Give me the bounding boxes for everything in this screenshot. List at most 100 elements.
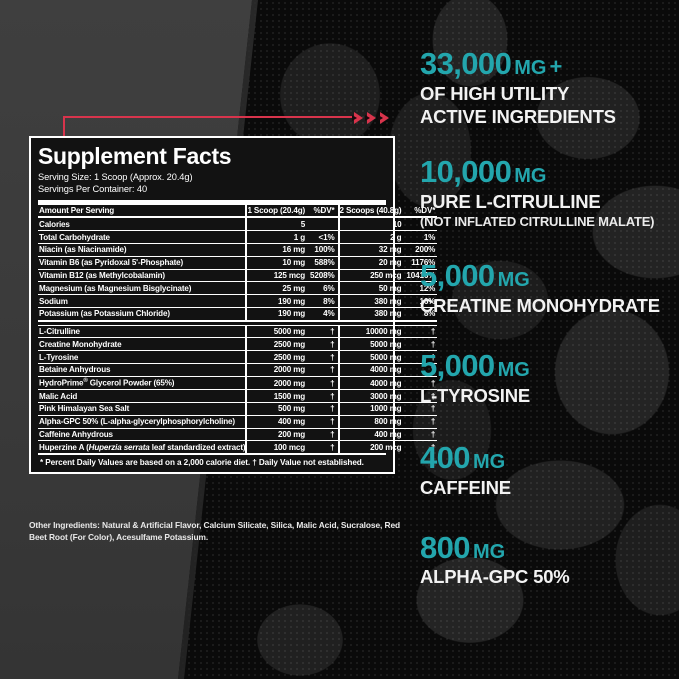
col2-amount: 5000 mg xyxy=(337,350,407,364)
col1-amount: 2000 mg xyxy=(245,375,311,390)
ingredient-name: L-Tyrosine xyxy=(38,350,247,364)
ingredient-name: Creatine Monohydrate xyxy=(38,337,247,351)
col1-dv: † xyxy=(310,324,339,338)
col2-dv: † xyxy=(406,350,438,364)
col1-dv: † xyxy=(310,363,339,377)
table-row: Vitamin B12 (as Methylcobalamin) 125 mcg 5… xyxy=(38,268,438,282)
callout-value-5: 800 xyxy=(420,529,471,565)
pointer-vertical-line xyxy=(63,116,65,142)
col1-amount: 5000 mg xyxy=(245,324,311,338)
col1-amount: 400 mg xyxy=(245,414,311,429)
col2-dv: 10416% xyxy=(406,268,438,282)
col1-dv: 4% xyxy=(310,306,339,321)
callout-amount-1: 10,000 MG xyxy=(420,154,672,190)
col1-amount: 1500 mg xyxy=(245,389,311,403)
col1-amount: 25 mg xyxy=(245,281,311,295)
col1-amount: 10 mg xyxy=(245,255,311,270)
ingredient-name: Niacin (as Niacinamide) xyxy=(38,243,247,257)
callout-active-ingredients: 33,000 MG + OF HIGH UTILITY ACTIVE INGREDI… xyxy=(420,46,672,128)
col2-amount: 10000 mg xyxy=(337,324,407,338)
col2-amount: 5000 mg xyxy=(337,337,407,351)
col2-dv: † xyxy=(406,375,438,390)
callout-line1-3: L-TYROSINE xyxy=(420,384,531,406)
table-row: Huperzine A (Huperzia serrata leaf stand… xyxy=(38,440,438,454)
col1-dv: 588% xyxy=(310,255,339,270)
callout-unit-1: MG xyxy=(514,165,547,188)
col1-dv: † xyxy=(310,402,339,416)
col1-dv: † xyxy=(310,350,339,364)
ingredient-name: Calories xyxy=(38,216,247,231)
table-row: Pink Himalayan Sea Salt 500 mg † 1000 mg † xyxy=(38,402,438,416)
col1-amount: 190 mg xyxy=(245,294,311,308)
callout-line1-4: CAFFEINE xyxy=(420,476,511,498)
divider-thick-top xyxy=(38,199,386,205)
col1-amount: 125 mcg xyxy=(245,268,311,282)
col2-dv: 8% xyxy=(406,306,438,321)
actives-section: L-Citrulline 5000 mg † 10000 mg † Creatine Mo… xyxy=(38,324,438,454)
callout-unit-3: MG xyxy=(497,358,530,381)
callout-l-citrulline: 10,000 MG PURE L-CITRULLINE (NOT INFLATED… xyxy=(420,154,672,229)
callout-line1-2: CREATINE MONOHYDRATE xyxy=(420,294,660,316)
ingredient-name: Magnesium (as Magnesium Bisglycinate) xyxy=(38,281,247,295)
col2-amount: 32 mg xyxy=(337,243,407,257)
header-amount-per-serving: Amount Per Serving xyxy=(38,204,247,219)
col1-amount: 2500 mg xyxy=(245,337,311,351)
ingredient-name: Vitamin B6 (as Pyridoxal 5'-Phosphate) xyxy=(38,255,247,270)
callout-value-4: 400 xyxy=(420,439,471,475)
col2-dv: 16% xyxy=(406,294,438,308)
red-pointer-line xyxy=(63,116,363,148)
supplement-facts-panel: Supplement Facts Serving Size: 1 Scoop (… xyxy=(29,136,438,475)
pointer-horizontal-line xyxy=(63,116,356,118)
col2-dv: † xyxy=(406,414,438,429)
col1-dv: 5208% xyxy=(310,268,339,282)
callout-amount-5: 800 MG xyxy=(420,529,672,566)
col1-dv: 8% xyxy=(310,294,339,308)
table-row: Niacin (as Niacinamide) 16 mg 100% 32 mg 200… xyxy=(38,243,438,257)
table-row: Vitamin B6 (as Pyridoxal 5'-Phosphate) 10… xyxy=(38,255,438,270)
ingredient-name: Total Carbohydrate xyxy=(38,230,247,244)
col1-dv: † xyxy=(310,375,339,390)
supplement-facts-title: Supplement Facts xyxy=(38,143,232,169)
col2-dv: 1% xyxy=(406,230,438,244)
table-row: Caffeine Anhydrous 200 mg † 400 mg † xyxy=(38,427,438,441)
callout-unit-4: MG xyxy=(472,450,506,473)
col1-dv: † xyxy=(310,389,339,403)
col2-amount: 50 mg xyxy=(337,281,407,295)
col1-dv: 6% xyxy=(310,281,339,295)
col1-amount: 500 mg xyxy=(245,402,311,416)
table-row: Calories 5 10 xyxy=(38,216,438,231)
table-row: Betaine Anhydrous 2000 mg † 4000 mg † xyxy=(38,363,438,377)
serving-size-text: Serving Size: 1 Scoop (Approx. 20.4g) xyxy=(38,172,193,183)
table-row: Potassium (as Potassium Chloride) 190 mg 4… xyxy=(38,306,438,321)
callout-unit-5: MG xyxy=(472,540,506,563)
callout-unit-0: MG xyxy=(514,57,547,79)
ingredient-name: Betaine Anhydrous xyxy=(38,363,247,377)
table-row: Malic Acid 1500 mg † 3000 mg † xyxy=(38,389,438,403)
col2-dv: † xyxy=(406,427,438,441)
servings-per-container-text: Servings Per Container: 40 xyxy=(38,184,148,195)
section-divider-row xyxy=(38,319,438,326)
callout-line1-5: ALPHA-GPC 50% xyxy=(420,566,570,588)
col2-amount: 250 mcg xyxy=(337,268,407,282)
col1-dv: 100% xyxy=(310,243,339,257)
header-col1-dv: %DV* xyxy=(310,204,339,219)
col1-amount: 2000 mg xyxy=(245,363,311,377)
ingredient-name: Pink Himalayan Sea Salt xyxy=(38,402,247,416)
table-row: Sodium 190 mg 8% 380 mg 16% xyxy=(38,294,438,308)
col2-amount: 4000 mg xyxy=(337,375,407,390)
col2-amount: 2 g xyxy=(337,230,407,244)
col2-amount: 3000 mg xyxy=(337,389,407,403)
ingredient-name: Huperzine A (Huperzia serrata leaf stand… xyxy=(38,440,247,454)
col2-dv: † xyxy=(406,337,438,351)
col1-dv: † xyxy=(310,440,339,454)
callout-plus-0: + xyxy=(549,54,562,79)
callout-value-3: 5,000 xyxy=(420,347,495,383)
ingredient-name: Alpha-GPC 50% (L-alpha-glycerylphosphory… xyxy=(38,414,247,429)
col1-amount: 1 g xyxy=(245,230,311,244)
table-row: Creatine Monohydrate 2500 mg † 5000 mg † xyxy=(38,337,438,351)
col2-amount: 400 mg xyxy=(337,427,407,441)
col1-amount: 16 mg xyxy=(245,243,311,257)
callout-amount-0: 33,000 MG + xyxy=(420,46,672,82)
table-row: Total Carbohydrate 1 g <1% 2 g 1% xyxy=(38,230,438,244)
